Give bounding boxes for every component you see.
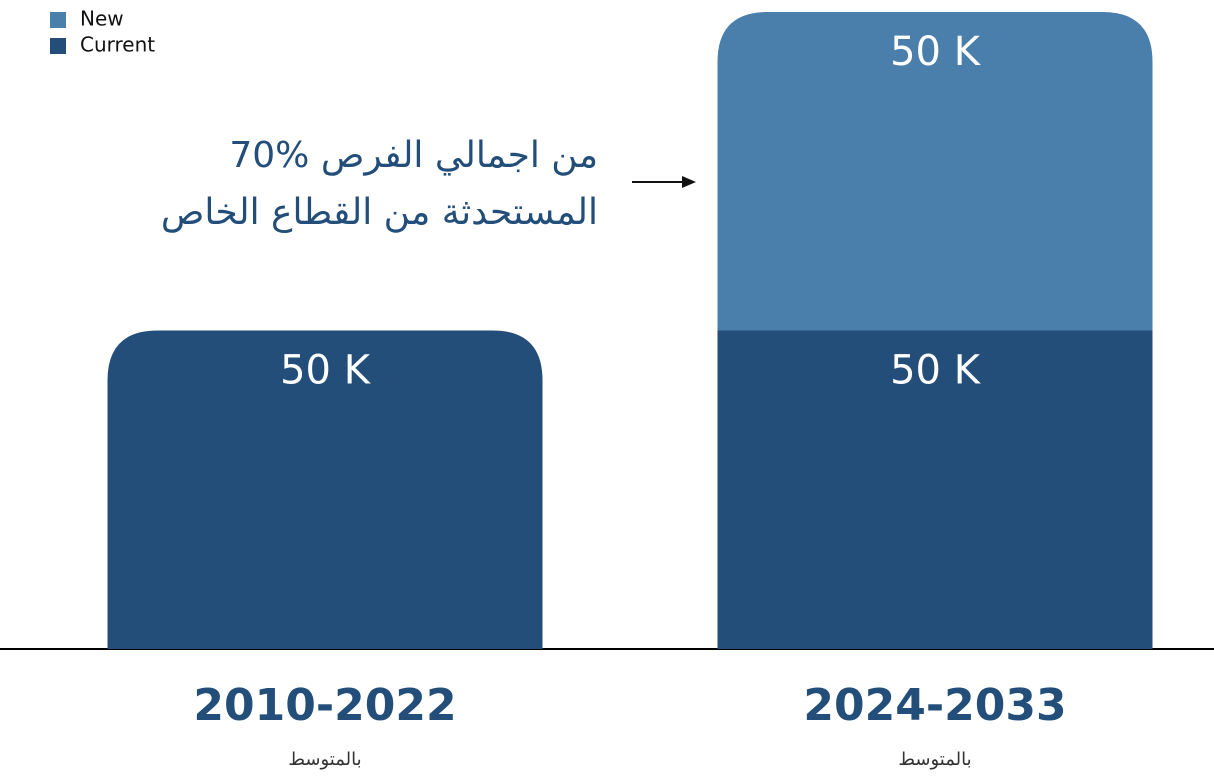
category-sublabel: بالمتوسط <box>288 749 361 770</box>
bar-segment <box>107 330 543 649</box>
value-label: 50 K <box>890 348 982 394</box>
value-label: 50 K <box>280 348 372 394</box>
value-label: 50 K <box>890 29 982 75</box>
annotation-line: 70% من اجمالي الفرص <box>229 135 598 176</box>
category-label: 2010-2022 <box>193 680 456 731</box>
bar-segment <box>717 330 1153 649</box>
category-sublabel: بالمتوسط <box>898 749 971 770</box>
annotation-line: المستحدثة من القطاع الخاص <box>161 192 598 233</box>
bar-segment <box>717 12 1153 331</box>
category-label: 2024-2033 <box>803 680 1066 731</box>
legend-swatch <box>50 38 66 54</box>
legend-label: New <box>80 7 124 31</box>
annotation-arrowhead <box>682 176 696 188</box>
legend-swatch <box>50 12 66 28</box>
legend-label: Current <box>80 33 155 57</box>
